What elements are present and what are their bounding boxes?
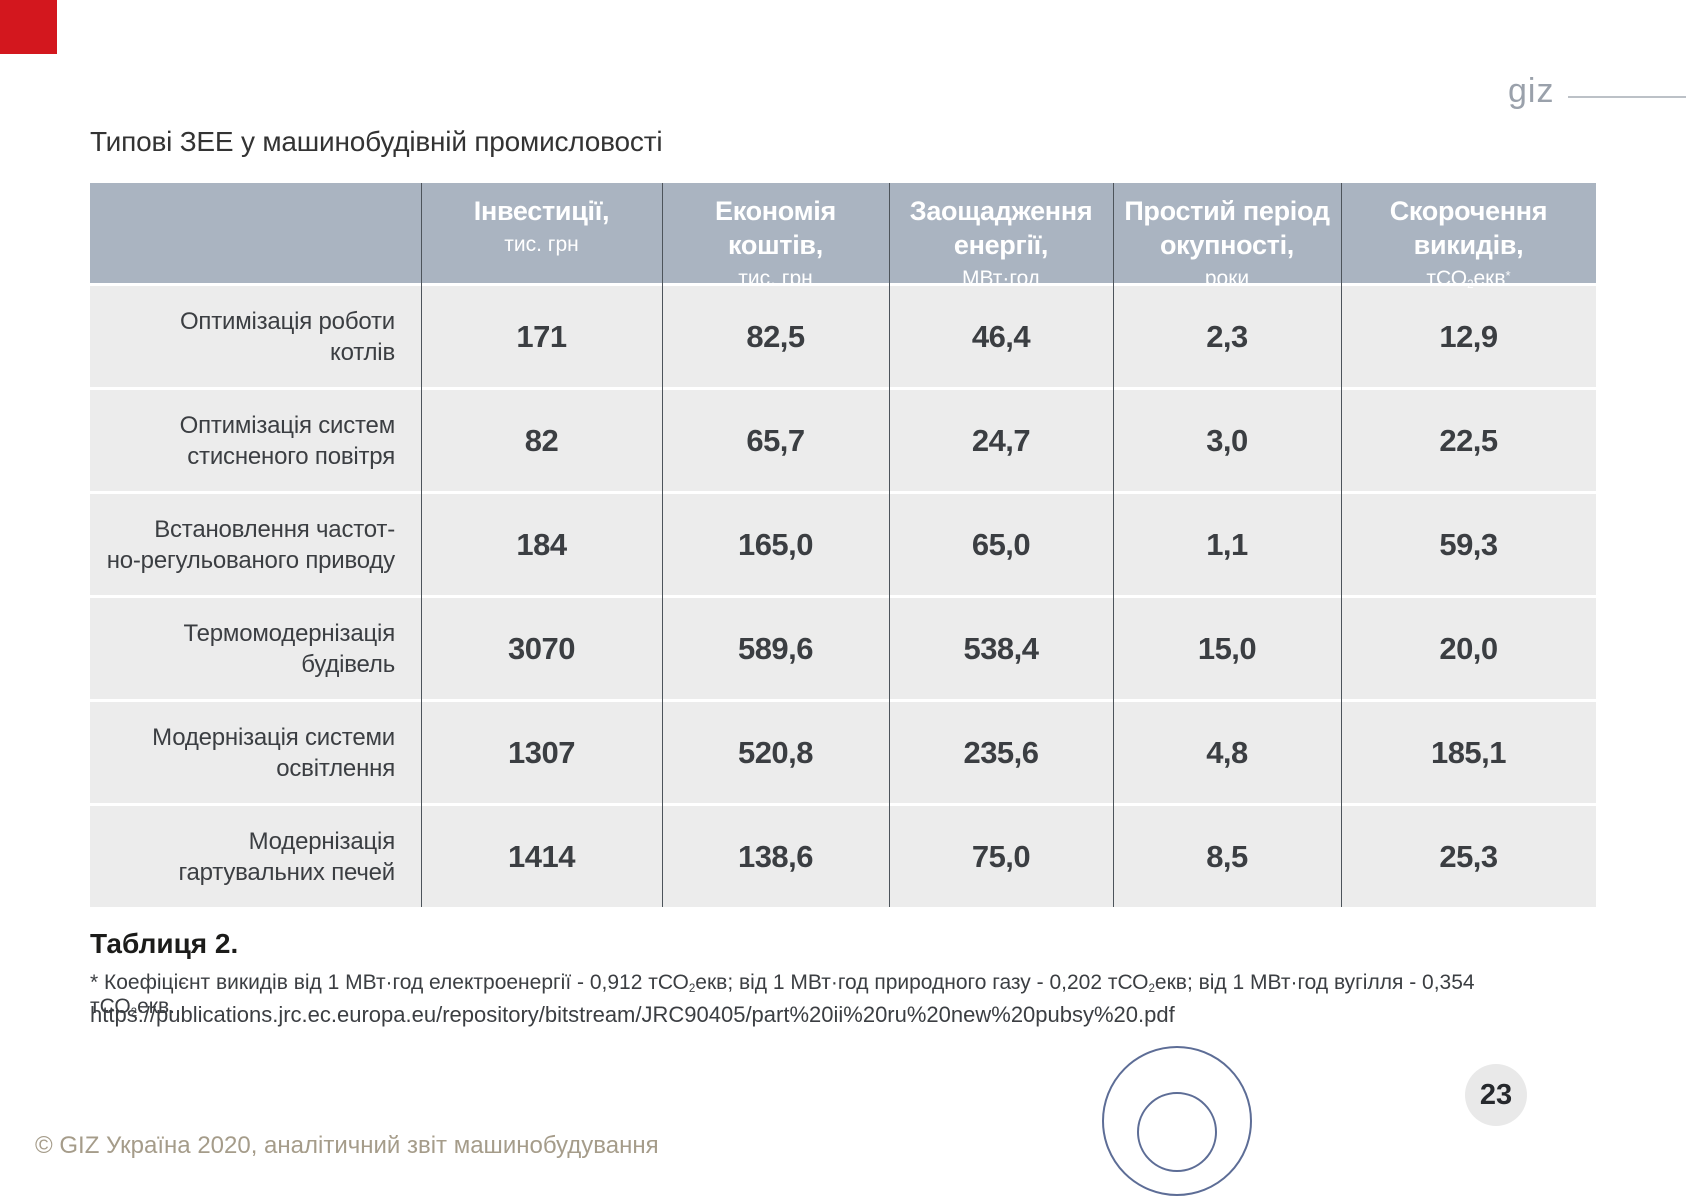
header-line: Інвестиції, [473,196,610,226]
table-caption: Таблиця 2. [90,928,239,959]
row-label: Встановлення частот-но-регульованого при… [90,494,421,595]
header-line: окупності, [1159,230,1295,260]
header-unit: тис. грн [738,267,813,290]
header-cell-cost-savings: Економія коштів, тис. грн [662,183,889,290]
cell-value: 65,0 [889,494,1113,595]
row-label: Оптимізація роботи котлів [90,286,421,387]
giz-logo-line [1568,96,1686,98]
giz-logo: giz [1508,72,1555,110]
source-url-link[interactable]: https://publications.jrc.ec.europa.eu/re… [90,1002,1175,1027]
row-label: Модернізація гартувальних печей [90,806,421,907]
column-divider [421,183,422,907]
measures-table: Інвестиції, тис. грн Економія коштів, ти… [90,183,1596,910]
header-unit: роки [1204,267,1250,290]
cell-value: 520,8 [662,702,889,803]
subscript: 2 [688,983,696,996]
header-cell-empty [90,183,421,283]
header-line: Простий період [1124,196,1330,226]
cell-value: 171 [421,286,662,387]
cell-value: 8,5 [1113,806,1341,907]
footer-copyright: © GIZ Україна 2020, аналітичний звіт маш… [35,1132,659,1159]
column-divider [662,183,663,907]
subscript: 2 [1148,983,1155,996]
cell-value: 1414 [421,806,662,907]
cell-value: 20,0 [1341,598,1596,699]
cell-value: 3070 [421,598,662,699]
table-row: Модернізація системи освітлення 1307 520,… [90,702,1596,803]
header-line: енергії, [953,230,1049,260]
page-number-badge: 23 [1465,1064,1527,1126]
cell-value: 538,4 [889,598,1113,699]
header-line: Заощадження [909,196,1093,226]
cell-value: 165,0 [662,494,889,595]
header-line: викидів, [1413,230,1524,260]
cell-value: 46,4 [889,286,1113,387]
column-divider [1113,183,1114,907]
row-label: Модернізація системи освітлення [90,702,421,803]
cell-value: 25,3 [1341,806,1596,907]
cell-value: 24,7 [889,390,1113,491]
cell-value: 4,8 [1113,702,1341,803]
table-row: Термомодернізація будівель 3070 589,6 538… [90,598,1596,699]
page-title: Типові ЗЕЕ у машинобудівній промисловост… [90,126,663,157]
cell-value: 59,3 [1341,494,1596,595]
cell-value: 185,1 [1341,702,1596,803]
table-header-row: Інвестиції, тис. грн Економія коштів, ти… [90,183,1596,291]
cell-value: 65,7 [662,390,889,491]
table-row: Оптимізація систем стисненого повітря 82 … [90,390,1596,491]
cell-value: 1307 [421,702,662,803]
subscript: 2 [130,1007,138,1020]
giz-brand-red-square [0,0,57,54]
cell-value: 1,1 [1113,494,1341,595]
header-cell-payback-period: Простий період окупності, роки [1113,183,1341,290]
cell-value: 3,0 [1113,390,1341,491]
header-unit: тСО2екв* [1426,267,1511,292]
header-line: коштів, [728,230,823,260]
subscript: 2 [1467,279,1474,292]
header-unit: тис. грн [504,233,579,256]
cell-value: 15,0 [1113,598,1341,699]
header-line: Економія [715,196,836,226]
cell-value: 184 [421,494,662,595]
cell-value: 235,6 [889,702,1113,803]
header-unit: МВт·год [961,267,1041,290]
row-label: Термомодернізація будівель [90,598,421,699]
cell-value: 589,6 [662,598,889,699]
cell-value: 138,6 [662,806,889,907]
header-cell-investments: Інвестиції, тис. грн [421,183,662,283]
header-cell-energy-savings: Заощадження енергії, МВт·год [889,183,1113,290]
row-label: Оптимізація систем стисненого повітря [90,390,421,491]
table-row: Модернізація гартувальних печей 1414 138,… [90,806,1596,907]
column-divider [1341,183,1342,907]
footnote: * Коефіцієнт викидів від 1 МВт·год елект… [90,971,1475,1020]
cell-value: 12,9 [1341,286,1596,387]
header-line: Скорочення [1389,196,1548,226]
cell-value: 82 [421,390,662,491]
asterisk: * [1505,268,1511,284]
concentric-circles-graphic [1102,1046,1252,1196]
table-row: Оптимізація роботи котлів 171 82,5 46,4 2… [90,286,1596,387]
cell-value: 82,5 [662,286,889,387]
header-cell-emission-reduction: Скорочення викидів, тСО2екв* [1341,183,1596,291]
cell-value: 22,5 [1341,390,1596,491]
column-divider [889,183,890,907]
cell-value: 2,3 [1113,286,1341,387]
table-row: Встановлення частот-но-регульованого при… [90,494,1596,595]
cell-value: 75,0 [889,806,1113,907]
